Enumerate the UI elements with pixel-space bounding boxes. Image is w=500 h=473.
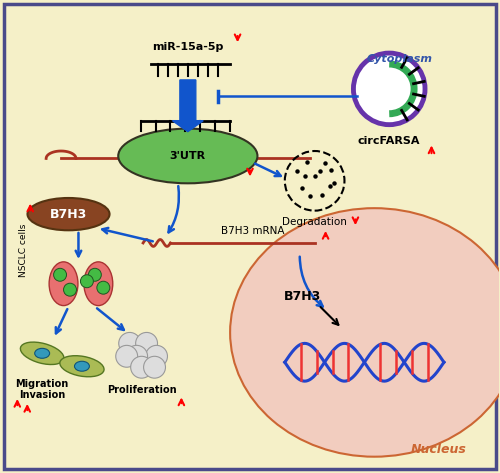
Circle shape	[54, 268, 66, 281]
Text: Migration
Invasion: Migration Invasion	[16, 379, 69, 401]
Ellipse shape	[28, 198, 110, 230]
Text: Degradation: Degradation	[282, 217, 347, 227]
Circle shape	[146, 345, 168, 367]
Ellipse shape	[20, 342, 64, 365]
FancyArrow shape	[172, 80, 204, 131]
Ellipse shape	[118, 129, 258, 184]
Text: Cytoplasm: Cytoplasm	[366, 54, 432, 64]
Circle shape	[97, 281, 110, 294]
Circle shape	[130, 356, 152, 378]
Circle shape	[144, 356, 166, 378]
Text: circFARSA: circFARSA	[358, 136, 420, 146]
Text: Nucleus: Nucleus	[411, 443, 467, 456]
Circle shape	[80, 275, 94, 288]
Circle shape	[136, 333, 158, 354]
Text: Proliferation: Proliferation	[107, 385, 176, 394]
Ellipse shape	[74, 361, 90, 371]
Ellipse shape	[34, 348, 50, 358]
FancyBboxPatch shape	[4, 4, 496, 469]
Circle shape	[354, 53, 425, 125]
Ellipse shape	[84, 262, 113, 306]
Circle shape	[88, 268, 102, 281]
Ellipse shape	[60, 356, 104, 377]
Text: miR-15a-5p: miR-15a-5p	[152, 42, 224, 52]
Text: NSCLC cells: NSCLC cells	[20, 224, 28, 277]
Circle shape	[64, 283, 76, 296]
Text: 3'UTR: 3'UTR	[170, 151, 206, 161]
Text: B7H3: B7H3	[284, 290, 321, 303]
Ellipse shape	[230, 208, 500, 457]
Circle shape	[126, 345, 148, 367]
Text: B7H3 mRNA: B7H3 mRNA	[220, 226, 284, 236]
Ellipse shape	[49, 262, 78, 306]
Circle shape	[118, 333, 141, 354]
Text: B7H3: B7H3	[50, 208, 87, 220]
Circle shape	[116, 345, 138, 367]
